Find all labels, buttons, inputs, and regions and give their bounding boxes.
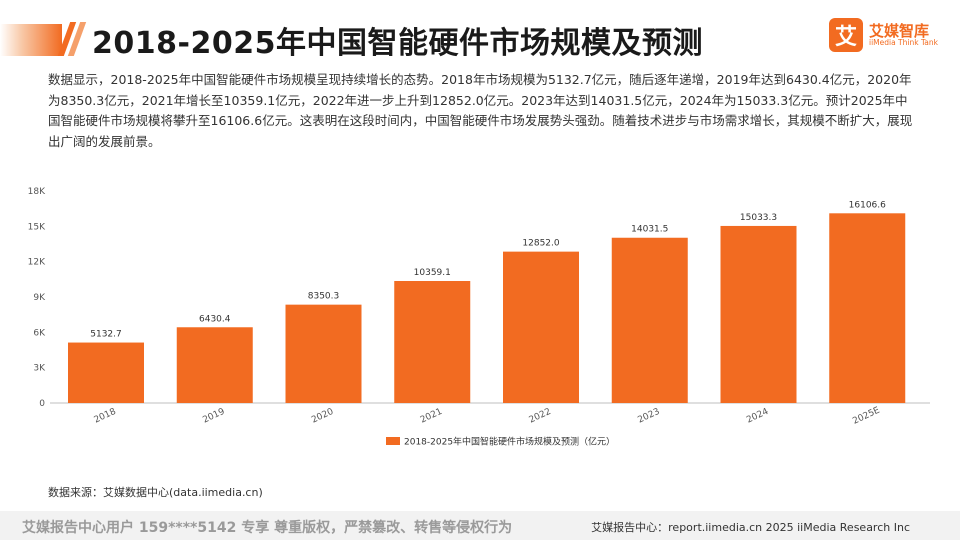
x-tick-label: 2020 [310,407,335,426]
legend-label: 2018-2025年中国智能硬件市场规模及预测（亿元） [404,436,615,448]
x-tick-label: 2019 [201,407,226,426]
page-title: 2018-2025年中国智能硬件市场规模及预测 [92,26,703,61]
data-label: 6430.4 [199,314,231,324]
y-tick-label: 12K [28,258,46,268]
y-tick-label: 0 [39,399,45,409]
y-tick-label: 6K [33,328,46,338]
summary-paragraph: 数据显示，2018-2025年中国智能硬件市场规模呈现持续增长的态势。2018年… [48,72,913,149]
bar [394,280,471,403]
iimedia-logo: 艾 艾媒智库 iiMedia Think Tank [828,18,938,52]
logo-name-en: iiMedia Think Tank [868,38,938,48]
data-label: 16106.6 [849,200,886,210]
logo-mark-icon: 艾 [828,18,863,52]
data-label: 8350.3 [308,292,340,302]
title-bar: 2018-2025年中国智能硬件市场规模及预测 [0,14,960,64]
legend-swatch [386,437,400,445]
x-tick-label: 2018 [93,407,118,426]
report-center-link: 艾媒报告中心：report.iimedia.cn 2025 iiMedia Re… [591,521,910,534]
data-label: 10359.1 [414,268,451,278]
x-tick-label: 2021 [419,407,444,426]
data-label: 14031.5 [631,225,668,235]
bar [611,237,688,403]
data-label: 15033.3 [740,213,777,223]
bar [720,225,797,403]
bar [285,304,362,403]
bar [503,251,579,403]
logo-name-cn: 艾媒智库 [868,21,929,40]
x-tick-label: 2023 [636,407,661,426]
footer: 艾媒报告中心用户 159****5142 专享 尊重版权，严禁篡改、转售等侵权行… [0,511,960,540]
y-tick-label: 9K [33,293,46,303]
data-source: 数据来源：艾媒数据中心(data.iimedia.cn) [48,486,263,499]
logo-text: 艾媒智库 iiMedia Think Tank [869,23,938,48]
title-accent-stripe [0,24,62,56]
x-tick-label: 2025E [851,405,881,426]
y-tick-label: 15K [28,222,46,232]
bar [68,342,144,403]
bar [829,213,906,403]
data-label: 5132.7 [90,330,122,340]
x-tick-label: 2024 [745,407,770,426]
bar [176,327,253,403]
copyright-notice: 艾媒报告中心用户 159****5142 专享 尊重版权，严禁篡改、转售等侵权行… [22,520,513,536]
data-label: 12852.0 [522,239,559,249]
y-tick-label: 18K [28,187,46,197]
y-tick-label: 3K [33,364,46,374]
x-tick-label: 2022 [528,407,553,426]
